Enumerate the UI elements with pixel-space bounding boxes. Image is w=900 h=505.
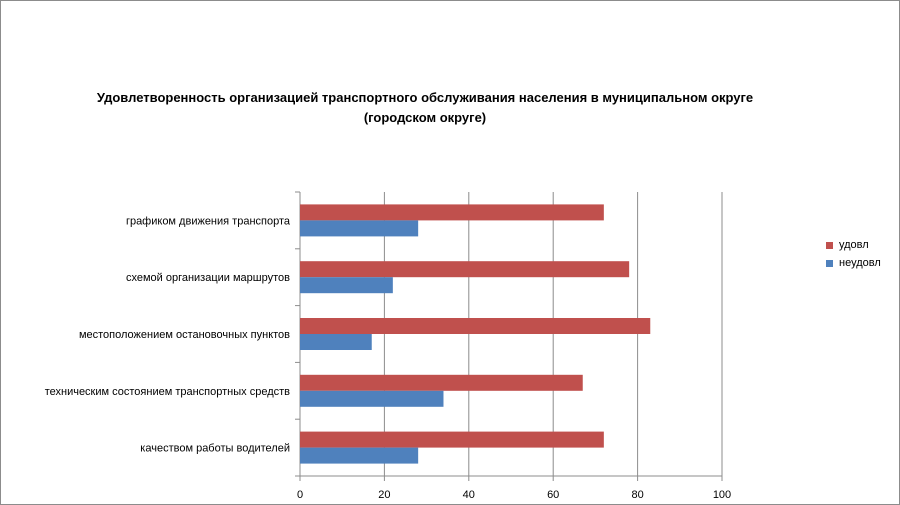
category-label-2: местоположением остановочных пунктов	[79, 329, 290, 341]
category-label-1: схемой организации маршрутов	[126, 272, 290, 284]
legend-item-neudovl: неудовл	[826, 254, 881, 272]
bar-udovl-1	[300, 261, 630, 278]
x-tick-label-40: 40	[463, 489, 475, 501]
x-tick-label-80: 80	[631, 489, 643, 501]
category-label-4: качеством работы водителей	[140, 443, 290, 455]
category-label-0: графиком движения транспорта	[126, 215, 291, 227]
legend-swatch-udovl	[826, 241, 833, 249]
chart-legend: удовл неудовл	[826, 236, 881, 272]
legend-item-udovl: удовл	[826, 236, 881, 254]
chart-title-line-1: Удовлетворенность организацией транспорт…	[96, 90, 754, 105]
bar-udovl-0	[300, 204, 604, 221]
legend-label-udovl: удовл	[839, 239, 869, 251]
legend-label-neudovl: неудовл	[839, 257, 881, 269]
bar-udovl-4	[300, 431, 604, 448]
bar-neudovl-2	[300, 334, 372, 350]
bar-neudovl-3	[300, 390, 444, 407]
bar-neudovl-1	[300, 277, 393, 294]
x-tick-label-100: 100	[713, 489, 731, 501]
bar-neudovl-0	[300, 220, 419, 237]
x-tick-label-60: 60	[547, 489, 559, 501]
chart-title: Удовлетворенность организацией транспорт…	[60, 88, 790, 128]
chart-title-line-2: (городском округе)	[363, 110, 487, 125]
category-label-3: техническим состоянием транспортных сред…	[45, 386, 290, 398]
x-tick-label-20: 20	[378, 489, 390, 501]
legend-swatch-neudovl	[826, 259, 833, 267]
bar-udovl-2	[300, 318, 651, 334]
bar-neudovl-4	[300, 447, 419, 464]
bar-udovl-3	[300, 374, 583, 391]
x-tick-label-0: 0	[297, 489, 303, 501]
